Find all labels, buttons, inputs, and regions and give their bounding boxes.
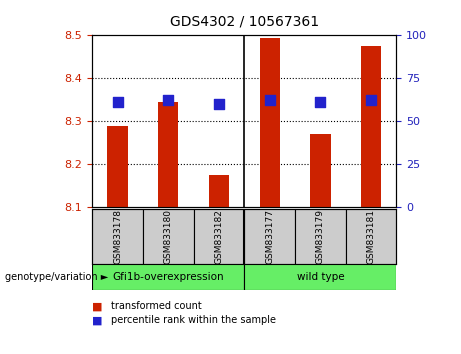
Point (317, 99, 324, 105)
Text: GSM833179: GSM833179 (316, 209, 325, 264)
Text: percentile rank within the sample: percentile rank within the sample (111, 315, 276, 325)
Bar (209, 175, 229, 207)
Bar (143, 209, 194, 264)
Text: GSM833181: GSM833181 (366, 209, 376, 264)
Text: GDS4302 / 10567361: GDS4302 / 10567361 (170, 14, 319, 28)
Bar (295, 209, 346, 264)
Bar (346, 209, 396, 264)
Bar (244, 209, 295, 264)
Point (266, 97, 273, 103)
Text: GSM833178: GSM833178 (113, 209, 122, 264)
Bar (244, 264, 396, 290)
Text: GSM833177: GSM833177 (265, 209, 274, 264)
Point (367, 97, 375, 103)
Bar (310, 134, 331, 207)
Bar (92, 209, 143, 264)
Text: GSM833180: GSM833180 (164, 209, 173, 264)
Point (215, 101, 223, 107)
Bar (92, 264, 244, 290)
Text: ■: ■ (92, 315, 103, 325)
Text: Gfi1b-overexpression: Gfi1b-overexpression (112, 272, 224, 282)
Text: transformed count: transformed count (111, 301, 201, 311)
Text: wild type: wild type (296, 272, 344, 282)
Bar (260, 38, 280, 207)
Bar (107, 126, 128, 207)
Point (114, 99, 121, 105)
Text: ■: ■ (92, 301, 103, 311)
Bar (361, 46, 381, 207)
Bar (194, 209, 244, 264)
Text: genotype/variation ►: genotype/variation ► (5, 272, 108, 282)
Bar (158, 102, 178, 207)
Text: GSM833182: GSM833182 (214, 209, 224, 264)
Point (165, 97, 172, 103)
